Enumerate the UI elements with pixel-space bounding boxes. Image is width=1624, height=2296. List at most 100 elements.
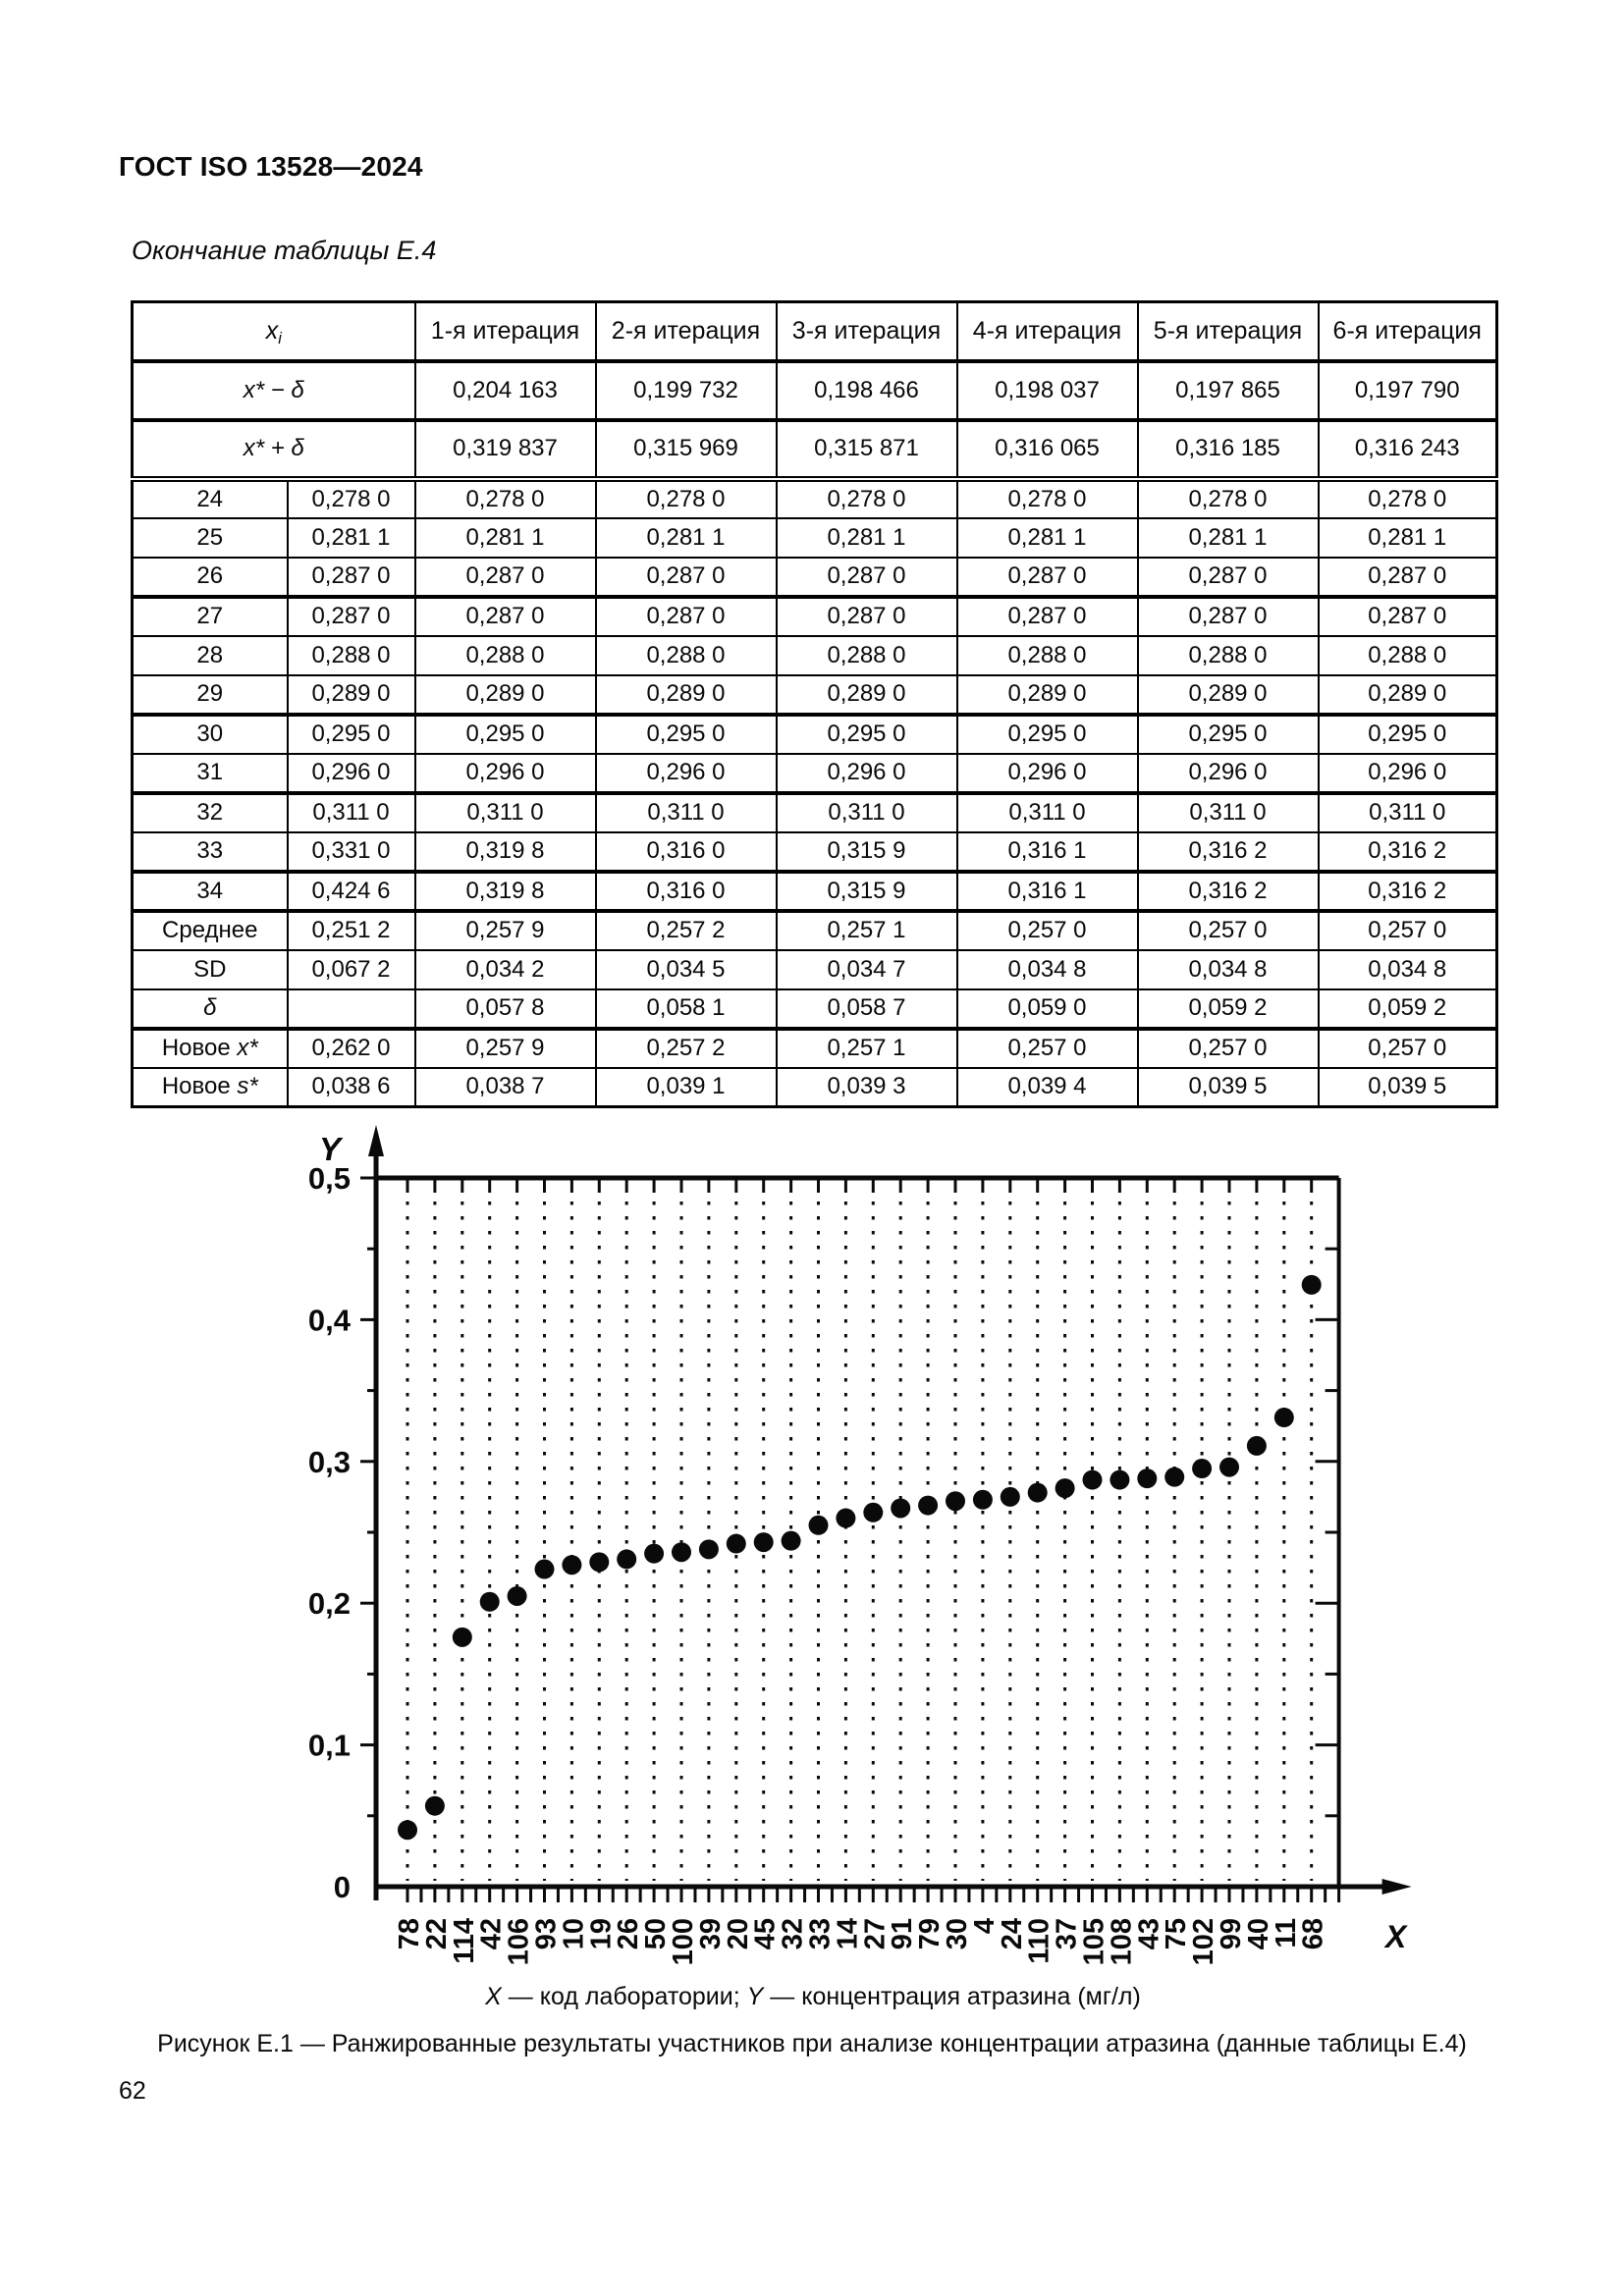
value-cell: 0,316 1 [955, 869, 1139, 912]
value-cell: 0,287 0 [286, 556, 416, 598]
x-tick-label: 45 [750, 1918, 782, 1949]
value-cell: 0,296 0 [594, 752, 778, 794]
value-cell: 0,295 0 [955, 712, 1139, 755]
text-segment: Среднее [162, 917, 258, 943]
value-cell: 0,262 0 [286, 1026, 416, 1069]
text-segment: Новое [161, 1073, 238, 1100]
table-row-statistic: δ 0,057 8 0,058 1 0,058 7 0,059 0 0,059 2 0,05… [131, 988, 1498, 1030]
table-row-limit: x* + δ 0,319 837 0,315 969 0,315 871 0,316 0… [131, 417, 1498, 481]
data-point [672, 1542, 691, 1563]
value-cell: 0,257 2 [594, 908, 778, 951]
row-number-cell: 28 [131, 634, 289, 676]
table-row: 32 0,311 0 0,311 0 0,311 0 0,311 0 0,311 0 0,3… [131, 790, 1498, 833]
row-number-cell: 31 [131, 752, 289, 794]
x-tick-label: 32 [778, 1918, 809, 1949]
value-cell: 0,289 0 [955, 673, 1139, 716]
value-cell: 0,257 9 [413, 1026, 597, 1069]
y-tick-label: 0,2 [308, 1586, 351, 1621]
value-cell: 0,257 0 [1317, 908, 1498, 951]
value-cell: 0,038 7 [413, 1066, 597, 1108]
x-tick-label: 27 [859, 1918, 891, 1949]
value-cell: 0,058 1 [594, 988, 778, 1030]
value-cell: 0,278 0 [1136, 475, 1320, 519]
x-tick-label: 39 [695, 1918, 727, 1949]
value-cell: 0,288 0 [1317, 634, 1498, 676]
value-cell: 0,251 2 [286, 908, 416, 951]
page-number: 62 [119, 2077, 146, 2105]
data-point [1110, 1469, 1130, 1490]
value-cell: 0,315 9 [775, 869, 958, 912]
x-tick-label: 75 [1161, 1918, 1192, 1949]
data-point [1273, 1408, 1294, 1428]
data-point [1246, 1435, 1267, 1456]
data-point [753, 1532, 774, 1553]
row-number-cell: 24 [131, 475, 289, 519]
value-cell: 0,288 0 [775, 634, 958, 676]
value-cell: 0,257 0 [1317, 1026, 1498, 1069]
data-point [562, 1555, 582, 1575]
iteration-results-table: xi 1-я итерация 2-я итерация 3-я итерация 4-… [131, 300, 1498, 1108]
value-cell: 0,287 0 [286, 594, 416, 637]
y-tick-label: 0,3 [308, 1445, 351, 1479]
value-cell: 0,034 7 [775, 948, 958, 990]
stat-label-cell: δ [131, 988, 289, 1030]
x-axis-var-label: X [1383, 1919, 1408, 1954]
table-row: 31 0,296 0 0,296 0 0,296 0 0,296 0 0,296 0 0,2… [131, 752, 1498, 794]
value-cell: 0,281 1 [775, 516, 958, 559]
value-cell: 0,287 0 [1136, 556, 1320, 598]
value-cell: 0,315 969 [594, 417, 778, 481]
data-point [617, 1549, 637, 1570]
value-cell: 0,281 1 [1136, 516, 1320, 559]
x-tick-label: 26 [613, 1918, 644, 1949]
value-cell: 0,295 0 [286, 712, 416, 755]
text-segment: i [278, 329, 282, 347]
value-cell: 0,039 5 [1317, 1066, 1498, 1108]
ranked-results-chart: 78 22 114 42 106 93 10 19 26 50 100 39 20 45 32 33 14 27 9… [196, 1119, 1443, 1983]
text-segment: x* [237, 1035, 258, 1061]
value-cell: 0,287 0 [775, 556, 958, 598]
column-header-iteration: 3-я итерация [775, 300, 958, 363]
data-point [507, 1585, 527, 1606]
value-cell: 0,039 1 [594, 1066, 778, 1108]
value-cell: 0,319 837 [413, 417, 597, 481]
value-cell: 0,316 2 [1136, 869, 1320, 912]
value-cell: 0,296 0 [775, 752, 958, 794]
value-cell: 0,311 0 [594, 790, 778, 833]
data-point [698, 1539, 719, 1560]
data-point [726, 1533, 746, 1554]
y-tick-label: 0,5 [308, 1161, 351, 1196]
data-point [863, 1502, 884, 1522]
value-cell: 0,039 5 [1136, 1066, 1320, 1108]
value-cell: 0,039 3 [775, 1066, 958, 1108]
row-number-cell: 25 [131, 516, 289, 559]
x-tick-label: 110 [1024, 1918, 1056, 1964]
table-row-statistic: Среднее 0,251 2 0,257 9 0,257 2 0,257 1 0,257… [131, 908, 1498, 951]
x-tick-label: 68 [1298, 1918, 1329, 1949]
value-cell: 0,281 1 [955, 516, 1139, 559]
value-cell: 0,315 9 [775, 830, 958, 873]
value-cell: 0,316 2 [1317, 830, 1498, 873]
data-point [534, 1559, 555, 1579]
x-tick-label: 33 [805, 1918, 837, 1949]
value-cell: 0,034 8 [955, 948, 1139, 990]
x-tick-label: 105 [1079, 1918, 1110, 1965]
value-cell: 0,316 0 [594, 830, 778, 873]
column-header-iteration: 4-я итерация [955, 300, 1139, 363]
data-point [1000, 1486, 1020, 1507]
x-tick-label: 114 [449, 1918, 480, 1964]
value-cell: 0,257 2 [594, 1026, 778, 1069]
text-segment: X [485, 1983, 502, 2010]
value-cell: 0,288 0 [286, 634, 416, 676]
value-cell: 0,296 0 [286, 752, 416, 794]
data-point [424, 1795, 445, 1816]
value-cell: 0,257 0 [955, 908, 1139, 951]
x-tick-label: 20 [723, 1918, 754, 1949]
x-axis-arrow [1381, 1879, 1412, 1895]
value-cell: 0,287 0 [1317, 594, 1498, 637]
data-point [891, 1498, 911, 1519]
value-cell: 0,316 243 [1317, 417, 1498, 481]
x-tick-label: 30 [942, 1918, 973, 1949]
value-cell: 0,257 1 [775, 908, 958, 951]
table-row-statistic: Новое s* 0,038 6 0,038 7 0,039 1 0,039 3 0,03… [131, 1066, 1498, 1108]
y-tick-label: 0,4 [308, 1303, 352, 1337]
